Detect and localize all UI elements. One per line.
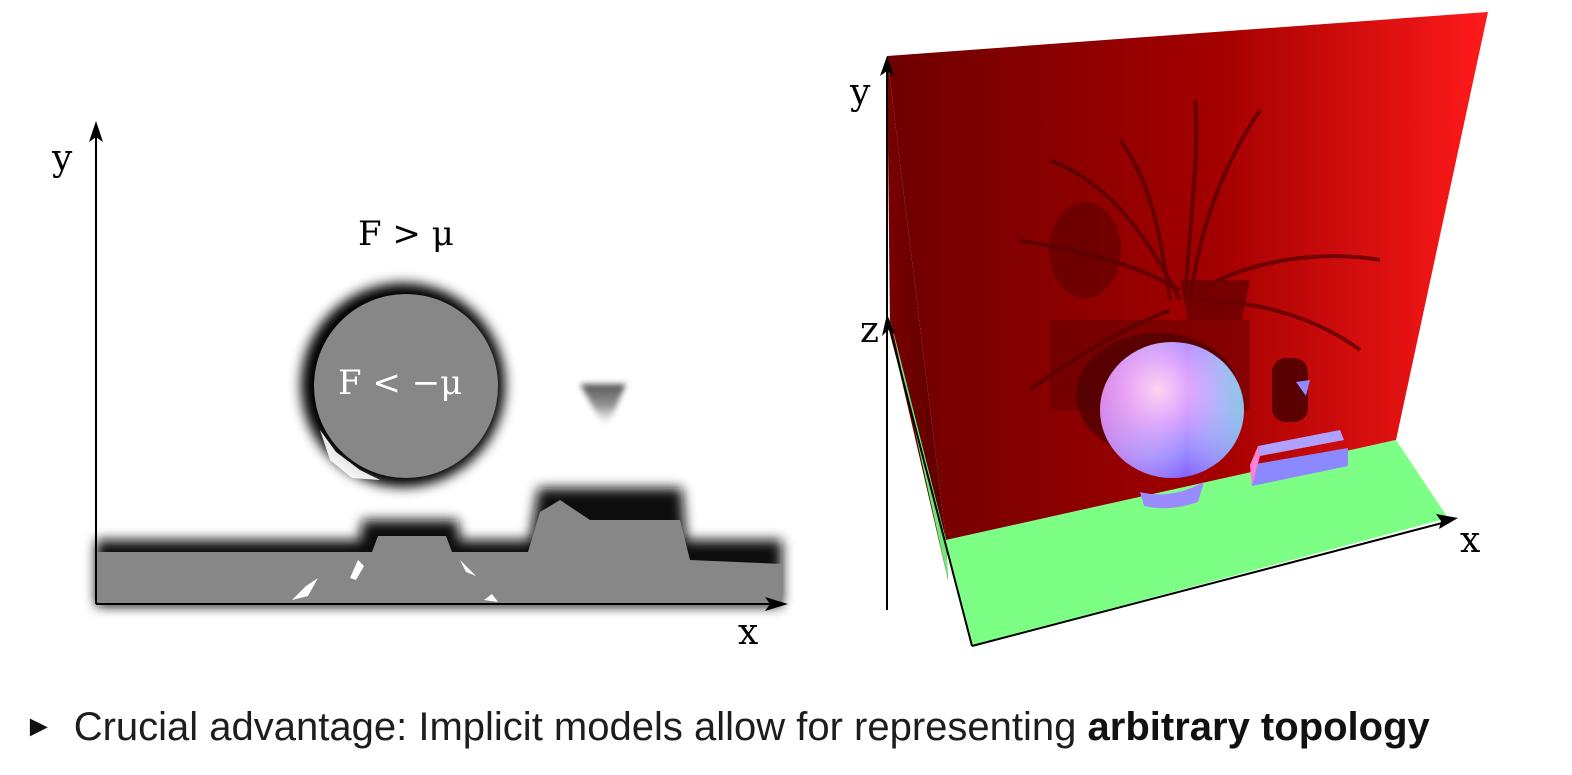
right-y-axis-label: y: [849, 72, 871, 113]
right-axes: [886, 64, 1447, 647]
left-axes: [95, 132, 776, 605]
bullet-point: ► Crucial advantage: Implicit models all…: [24, 702, 1564, 752]
right-x-axis-label: x: [1460, 520, 1480, 561]
bullet-marker-icon: ►: [24, 710, 54, 743]
flower-pot: [1180, 280, 1250, 320]
vase-relief: [1049, 202, 1121, 298]
label-inside-region: F < −μ: [338, 363, 462, 403]
bullet-text-bold: arbitrary topology: [1087, 704, 1430, 749]
steps-block: [1250, 430, 1348, 486]
half-disk: [1140, 482, 1204, 509]
cone-blob: [580, 384, 626, 430]
right-z-axis-label: z: [860, 310, 879, 351]
floor-plane: [890, 318, 1448, 646]
label-outside-region: F > μ: [358, 214, 454, 254]
right-x-arrowhead: [1436, 514, 1458, 529]
right-z-arrowhead: [882, 314, 895, 336]
circle-object: [301, 283, 505, 487]
cylinder-top: [1296, 380, 1310, 396]
small-cylinder: [1272, 358, 1308, 422]
y-axis-arrowhead: [89, 121, 103, 142]
bullet-text: Crucial advantage: Implicit models allow…: [73, 704, 1088, 749]
left-y-axis-label: y: [51, 138, 73, 179]
left-x-axis-label: x: [738, 612, 758, 653]
sphere-sheen: [1100, 342, 1244, 478]
right-3d-scene-figure: y z x: [849, 12, 1488, 647]
left-implicit-field-figure: y x F > μ F < −μ: [51, 121, 788, 653]
x-axis-arrowhead: [765, 597, 788, 611]
ground-region: [96, 488, 782, 606]
right-y-arrowhead: [880, 56, 894, 76]
side-wall: [887, 56, 948, 580]
